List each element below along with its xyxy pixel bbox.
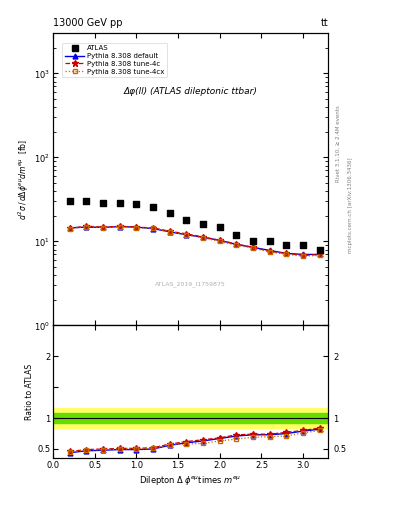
Y-axis label: Ratio to ATLAS: Ratio to ATLAS <box>26 364 34 420</box>
Point <box>267 238 273 246</box>
Text: Δφ(ll) (ATLAS dileptonic ttbar): Δφ(ll) (ATLAS dileptonic ttbar) <box>124 87 257 96</box>
Point <box>133 200 140 208</box>
X-axis label: Dilepton $\Delta\,\phi^{e\mu}$times $m^{e\mu}$: Dilepton $\Delta\,\phi^{e\mu}$times $m^{… <box>140 474 242 487</box>
Point <box>117 199 123 207</box>
Point <box>233 231 240 239</box>
Text: mcplots.cern.ch [arXiv:1306.3436]: mcplots.cern.ch [arXiv:1306.3436] <box>348 157 353 252</box>
Point <box>217 223 223 231</box>
Point <box>250 238 256 246</box>
Point <box>100 199 106 207</box>
Bar <box>53 408 328 428</box>
Point <box>83 197 90 205</box>
Point <box>183 216 189 224</box>
Text: tt: tt <box>320 18 328 28</box>
Point <box>283 241 290 249</box>
Text: 13000 GeV pp: 13000 GeV pp <box>53 18 123 28</box>
Point <box>167 208 173 217</box>
Point <box>317 245 323 253</box>
Bar <box>53 413 328 423</box>
Y-axis label: $d^2\sigma\,/\,d\Delta\phi^{e\mu}dm^{e\mu}$  [fb]: $d^2\sigma\,/\,d\Delta\phi^{e\mu}dm^{e\m… <box>17 139 31 220</box>
Point <box>66 197 73 205</box>
Text: Rivet 3.1.10, ≥ 2.4M events: Rivet 3.1.10, ≥ 2.4M events <box>336 105 341 182</box>
Text: ATLAS_2019_I1759875: ATLAS_2019_I1759875 <box>155 282 226 287</box>
Point <box>300 241 306 249</box>
Point <box>150 202 156 210</box>
Point <box>200 220 206 228</box>
Legend: ATLAS, Pythia 8.308 default, Pythia 8.308 tune-4c, Pythia 8.308 tune-4cx: ATLAS, Pythia 8.308 default, Pythia 8.30… <box>62 42 167 77</box>
